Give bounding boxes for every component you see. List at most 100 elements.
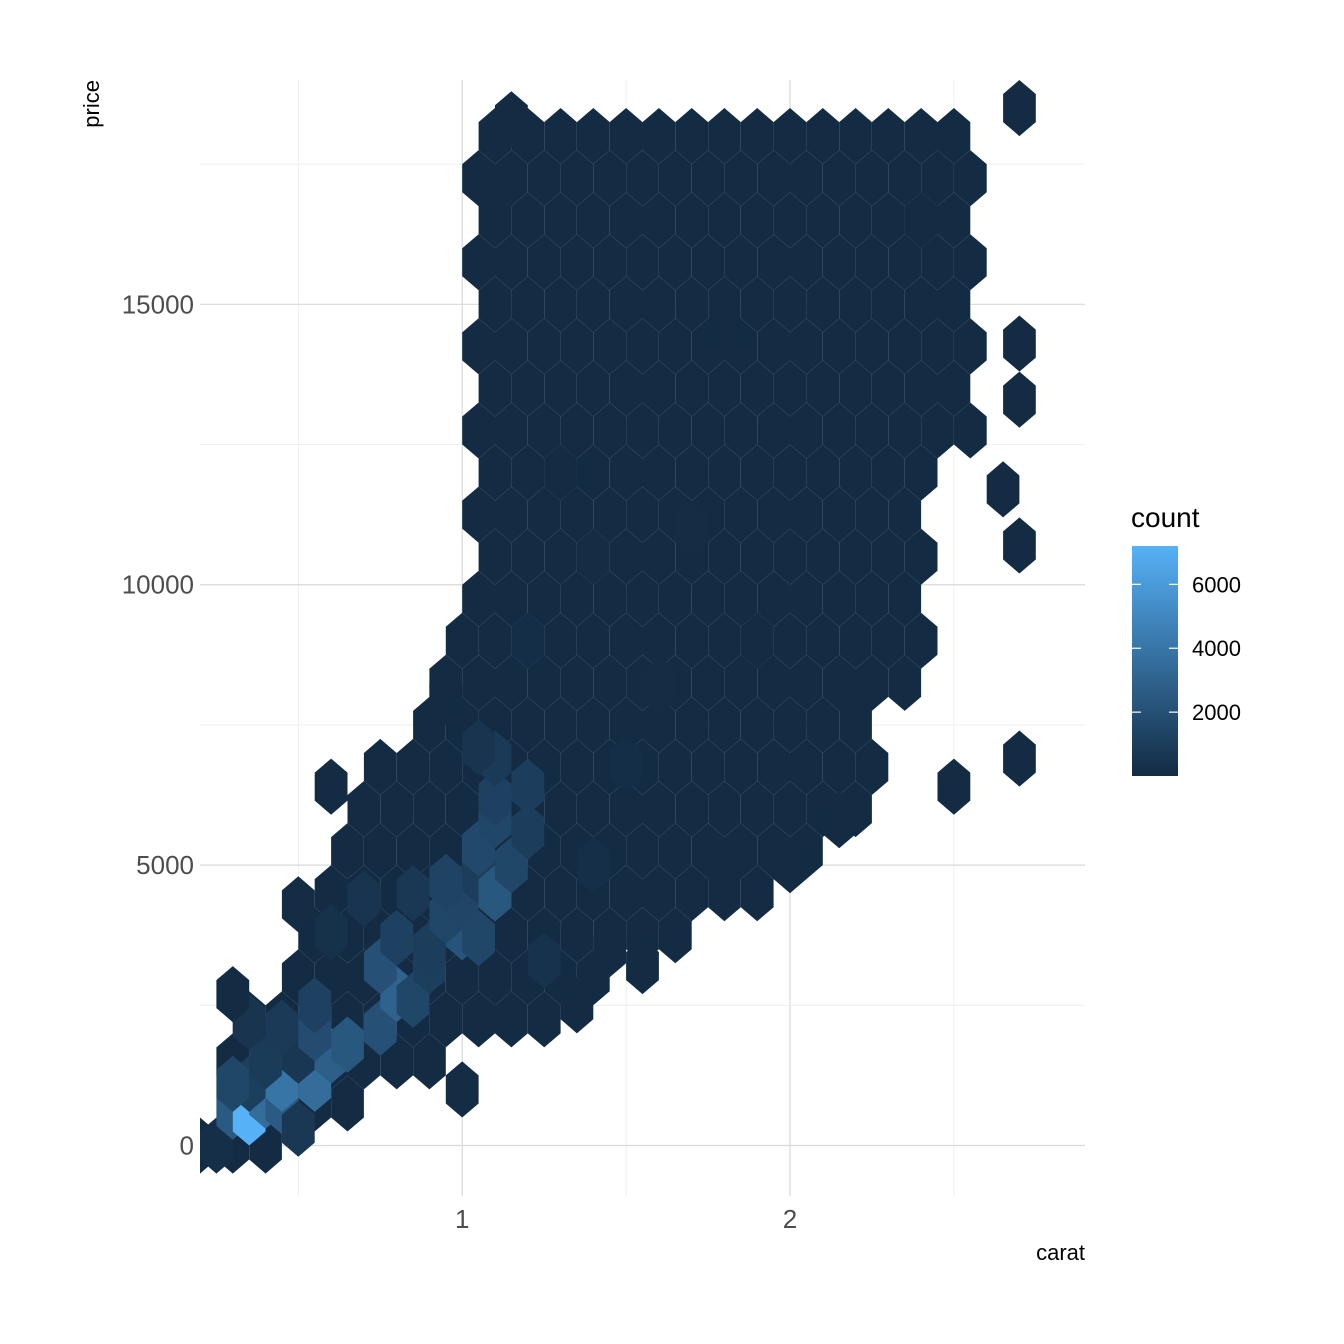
hex-bin	[658, 907, 692, 964]
y-tick-label: 0	[180, 1131, 194, 1161]
hex-bin	[937, 360, 971, 417]
hex-bin	[593, 654, 627, 711]
hex-bin	[675, 192, 709, 249]
hex-bin	[626, 402, 659, 459]
hex-bin	[855, 570, 889, 627]
hex-bin	[822, 486, 856, 543]
hex-bin	[593, 486, 627, 543]
hex-bin	[757, 402, 790, 459]
y-tick-label: 10000	[122, 570, 194, 600]
hex-bin	[462, 654, 495, 711]
hex-bin	[429, 853, 463, 910]
hex-bin	[478, 360, 512, 417]
hex-bin	[314, 758, 348, 815]
hex-bin	[560, 486, 594, 543]
hex-bin	[593, 318, 627, 375]
hex-bin	[626, 150, 659, 207]
hex-bin	[462, 486, 495, 543]
legend-break-label: 2000	[1192, 700, 1241, 725]
hex-bin	[757, 234, 790, 291]
hex-bin	[773, 837, 807, 894]
hex-bin	[1003, 730, 1036, 787]
hex-bin	[822, 570, 856, 627]
hex-bin	[527, 570, 561, 627]
hex-bin	[380, 781, 414, 838]
y-axis-title: price	[79, 80, 104, 128]
hex-bin	[708, 837, 741, 894]
hex-bin	[904, 360, 938, 417]
hex-bin	[642, 657, 676, 714]
hex-bin	[527, 991, 561, 1048]
hex-bin	[839, 108, 872, 165]
hex-bin	[921, 402, 954, 459]
hex-bin	[806, 192, 840, 249]
hex-bin	[609, 192, 643, 249]
hex-bin	[609, 276, 643, 333]
hex-bin	[806, 612, 840, 669]
hex-bin	[757, 150, 790, 207]
x-tick-label: 1	[455, 1204, 469, 1234]
hex-bin	[986, 461, 1020, 518]
hex-bin	[937, 276, 971, 333]
hex-bin	[757, 654, 790, 711]
hex-bin	[560, 977, 594, 1034]
hex-bin	[560, 907, 594, 964]
hex-bin	[937, 108, 971, 165]
hex-bin	[806, 528, 840, 585]
hex-bin	[544, 696, 577, 753]
hex-bin	[888, 150, 922, 207]
legend-break-label: 6000	[1192, 572, 1241, 597]
hex-bin	[724, 738, 758, 795]
hex-bin	[675, 500, 709, 557]
hex-bin	[708, 192, 741, 249]
hex-bin	[658, 738, 692, 795]
hex-bin	[790, 486, 823, 543]
hex-bin	[904, 528, 938, 585]
hex-bin	[347, 870, 381, 927]
hex-bin	[560, 570, 594, 627]
hex-bin	[658, 823, 692, 880]
hex-bin	[495, 402, 528, 459]
hex-bin	[822, 234, 856, 291]
hex-bin	[593, 234, 627, 291]
hex-bin	[642, 528, 676, 585]
hex-bin	[740, 528, 774, 585]
hex-bin	[953, 150, 987, 207]
hex-bin	[609, 444, 643, 501]
y-axis-ticks: 0 5000 10000 15000	[122, 289, 194, 1160]
hex-bin	[855, 234, 889, 291]
hex-bin	[757, 318, 790, 375]
hex-bin	[790, 234, 823, 291]
hex-bin	[396, 738, 430, 795]
hex-bin	[593, 402, 627, 459]
hex-bin	[740, 444, 774, 501]
hex-bin	[855, 402, 889, 459]
hex-bin	[790, 654, 823, 711]
hex-bin	[773, 444, 807, 501]
hex-bin	[904, 108, 938, 165]
hex-bin	[478, 612, 512, 669]
hex-bin	[642, 360, 676, 417]
hex-bin	[445, 612, 479, 669]
hex-bin	[888, 486, 922, 543]
hex-bin	[1003, 80, 1036, 137]
hex-bin	[347, 781, 381, 838]
hex-bin	[904, 276, 938, 333]
hex-bin	[511, 444, 545, 501]
hex-bin	[314, 865, 348, 922]
hex-bin	[871, 276, 905, 333]
hex-bin	[790, 570, 823, 627]
hex-bin	[773, 360, 807, 417]
hex-bin	[806, 360, 840, 417]
hex-bin	[560, 318, 594, 375]
legend-colorbar	[1132, 546, 1178, 776]
hex-bin	[576, 837, 610, 894]
hex-bin	[216, 966, 250, 1023]
hex-bin	[642, 612, 676, 669]
hex-bin	[609, 108, 643, 165]
hex-bin	[790, 402, 823, 459]
hex-bin	[609, 528, 643, 585]
hex-bin	[790, 738, 823, 795]
hex-bin	[511, 758, 545, 815]
